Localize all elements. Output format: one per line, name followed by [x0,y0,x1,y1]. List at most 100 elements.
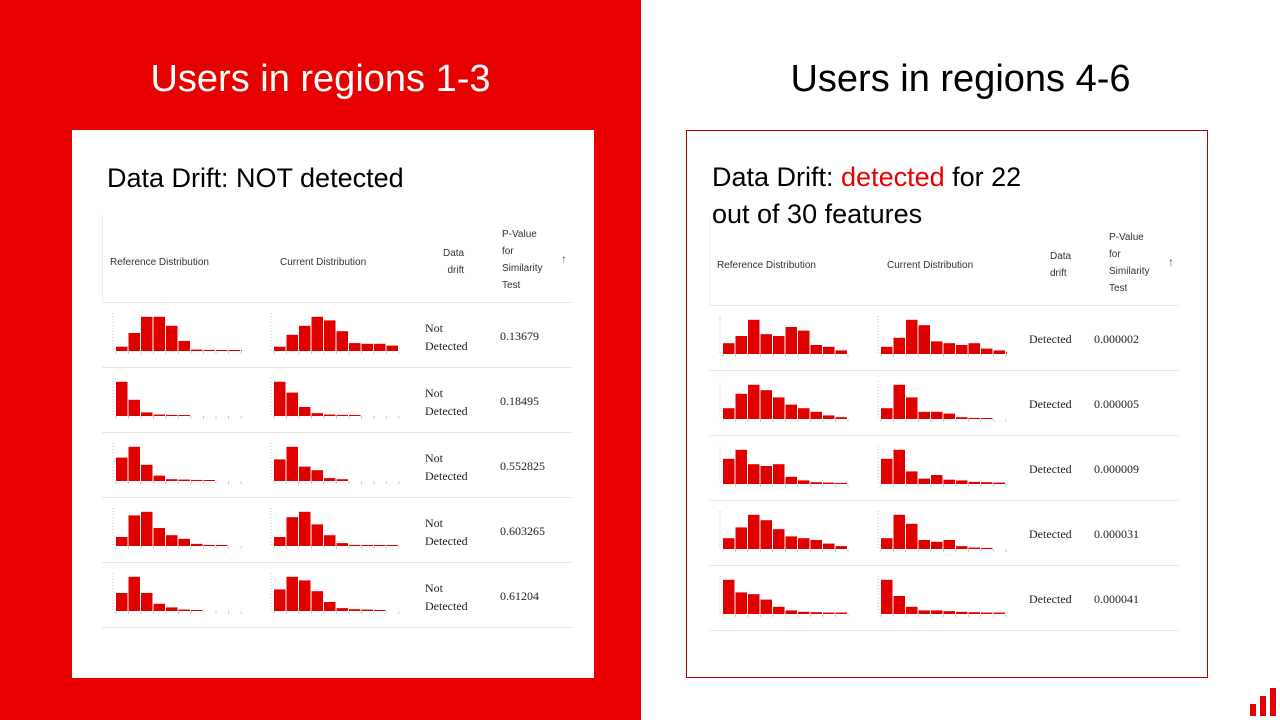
reference-histogram [112,443,242,484]
p-value: 0.000002 [1094,332,1139,346]
column-p-value-line: Similarity [502,263,543,274]
reference-histogram [719,381,849,422]
histogram-bar [748,464,760,484]
drift-status: Detected [1029,397,1072,411]
drift-status: Not Detected [425,449,495,485]
column-p-value-line: P-Value [1109,232,1144,243]
histogram-bar [906,471,918,484]
histogram-bar [166,479,178,481]
right-card: Data Drift: detected for 22 out of 30 fea… [686,130,1208,678]
histogram-bar [943,413,955,419]
histogram-bar [760,520,772,549]
column-reference-distribution[interactable]: Reference Distribution [717,260,816,271]
histogram-bar [981,547,993,549]
column-p-value-line: Test [1109,283,1128,294]
drift-status-line: Not [425,451,443,465]
histogram-bar [931,610,943,614]
histogram-bar [311,591,323,611]
histogram-bar [299,511,311,546]
table-row[interactable]: Detected 0.000041 [709,566,1179,631]
histogram-bar [981,482,993,484]
histogram-bar [141,412,153,416]
histogram-bar [735,527,747,549]
histogram-bar [153,528,165,546]
histogram-bar [299,325,311,351]
current-histogram [877,576,1007,617]
histogram-bar [823,543,835,549]
table-row[interactable]: Not Detected 0.61204 [102,563,572,628]
histogram-bar [748,384,760,419]
table-row[interactable]: Detected 0.000002 [709,306,1179,371]
histogram-bar [881,538,893,549]
drift-status: Detected [1029,462,1072,476]
histogram-bar [931,475,943,484]
histogram-bar [943,611,955,614]
p-value: 0.18495 [500,394,539,408]
histogram-bar [835,546,847,549]
table-row[interactable]: Detected 0.000031 [709,501,1179,566]
histogram-bar [956,417,968,419]
p-value: 0.603265 [500,524,545,538]
histogram-bar [735,336,747,354]
drift-status-line: Not [425,386,443,400]
reference-histogram [112,378,242,419]
histogram-bar [835,612,847,614]
sort-ascending-icon[interactable]: ↑ [1168,255,1174,269]
column-p-value[interactable]: P-Value for Similarity Test [502,226,543,294]
table-row[interactable]: Detected 0.000009 [709,436,1179,501]
histogram-bar [191,349,203,351]
histogram-bar [311,524,323,546]
column-current-distribution[interactable]: Current Distribution [280,257,367,268]
table-row[interactable]: Not Detected 0.18495 [102,368,572,433]
histogram-bar [918,411,930,419]
histogram-bar [128,333,140,351]
histogram-bar [324,602,336,611]
heading-line2: out of 30 features [712,199,923,229]
histogram-bar [798,480,810,484]
histogram-bar [286,392,298,416]
column-current-distribution[interactable]: Current Distribution [887,260,974,271]
histogram-bar [735,592,747,614]
histogram-bar [153,316,165,351]
column-p-value-line: for [502,246,514,257]
table-row[interactable]: Not Detected 0.552825 [102,433,572,498]
histogram-bar [166,414,178,416]
histogram-bar [178,538,190,546]
histogram-bar [881,458,893,484]
histogram-bar [274,537,286,546]
histogram-bar [735,393,747,419]
column-reference-distribution[interactable]: Reference Distribution [110,257,209,268]
table-row[interactable]: Not Detected 0.603265 [102,498,572,563]
histogram-bar [823,482,835,484]
histogram-bar [386,545,398,546]
histogram-bar [943,540,955,549]
table-row[interactable]: Not Detected 0.13679 [102,303,572,368]
histogram-bar [931,341,943,354]
histogram-bar [785,404,797,419]
drift-status-line: Detected [425,339,468,353]
histogram-bar [835,417,847,419]
histogram-bar [324,414,336,416]
drift-status-line: Detected [425,404,468,418]
histogram-bar [893,514,905,549]
table-header: Reference Distribution Current Distribut… [709,217,1179,306]
histogram-bar [918,325,930,354]
histogram-bar [968,481,980,484]
histogram-bar [128,515,140,546]
histogram-bar [881,408,893,419]
histogram-bar [153,603,165,611]
histogram-bar [336,543,348,546]
histogram-bar [993,350,1005,354]
histogram-bar [723,408,735,419]
column-data-drift[interactable]: Data drift [1050,248,1071,282]
histogram-bar [968,547,980,549]
column-data-drift[interactable]: Data drift [443,245,464,279]
right-card-heading: Data Drift: detected for 22 out of 30 fea… [712,159,1021,233]
table-row[interactable]: Detected 0.000005 [709,371,1179,436]
column-p-value[interactable]: P-Value for Similarity Test [1109,229,1150,297]
histogram-bar [311,413,323,416]
histogram-bar [723,538,735,549]
histogram-bar [286,446,298,481]
sort-ascending-icon[interactable]: ↑ [561,252,567,266]
drift-status-line: Detected [425,469,468,483]
